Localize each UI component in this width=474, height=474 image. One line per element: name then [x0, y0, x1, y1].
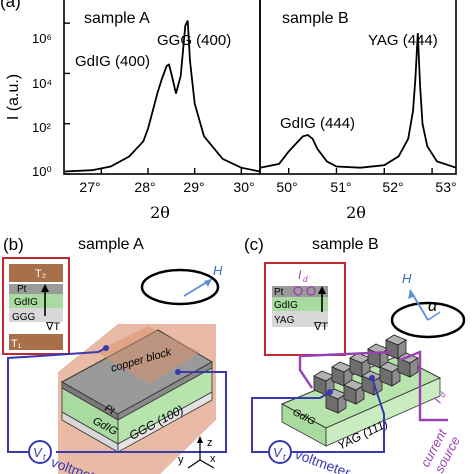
voltmeter-wire-b: [7, 347, 107, 453]
inset-label-gdig-c: GdIG: [274, 300, 298, 311]
panel-a: (a) I (a.u.) 10⁶ 10⁴ 10² 10⁰ sample A Gd…: [0, 0, 457, 222]
voltmeter-symbol: V: [33, 445, 43, 460]
field-arrowhead-b: [204, 279, 212, 287]
inset-current-sub: d: [303, 275, 308, 284]
inset-layer-ggg: [9, 308, 63, 322]
x-tick-label: 51°: [330, 179, 351, 195]
inset-layer-t1: [9, 334, 63, 350]
inset-label-ggg: GGG: [12, 312, 36, 323]
voltmeter-subscript-c: t: [283, 452, 286, 462]
axis-z-head: [197, 436, 203, 443]
inset-label-gdig: GdIG: [14, 297, 38, 308]
current-wire-2: [298, 350, 393, 389]
x-tick-label: 53°: [435, 179, 456, 195]
xrd-curve-sample-a: [63, 20, 261, 173]
panel-a-label: (a): [0, 0, 21, 11]
current-wire: [399, 350, 448, 422]
field-arrowhead-c: [408, 290, 415, 299]
peak-label-ggg-400: GGG (400): [157, 32, 231, 49]
x-axis-label-left: 2θ: [150, 203, 170, 222]
x-tick-label: 30°: [233, 179, 254, 195]
current-sub: d: [438, 390, 448, 399]
y-tick-label: 10⁴: [32, 76, 52, 91]
contact-dot: [369, 375, 375, 381]
inset-layer-gdig-c: [272, 297, 328, 311]
voltmeter-wire-b2: [56, 371, 227, 453]
electrode-block-face: [385, 334, 407, 346]
voltmeter-symbol-c: V: [273, 445, 283, 460]
peak-label-gdig-400: GdIG (400): [75, 53, 150, 70]
ticks-right: [287, 168, 433, 174]
voltmeter-subscript: t: [43, 452, 46, 462]
peak-label-gdig-444: GdIG (444): [280, 115, 355, 132]
inset-layer-pt-c: [272, 286, 328, 297]
x-tick-label: 28°: [134, 179, 155, 195]
x-axis-label-right: 2θ: [346, 203, 366, 222]
inset-label-pt-c: Pt: [274, 287, 284, 298]
inset-label-yag-c: YAG: [274, 315, 295, 326]
panel-b-title: sample A: [78, 236, 144, 253]
plot-frame-right: [259, 0, 457, 175]
gradient-arrowhead: [41, 284, 49, 292]
panel-c-title: sample B: [312, 236, 379, 253]
inset-layer-gdig: [9, 294, 63, 308]
contact-dot: [175, 369, 181, 375]
y-tick-label: 10²: [32, 120, 51, 135]
field-ring-b: [140, 268, 220, 306]
gradient-arrowhead-c: [318, 286, 326, 294]
x-tick-label: 52°: [382, 179, 403, 195]
copper-block-overlay: [96, 326, 200, 384]
panel-c: (c) sample B I d Pt GdIG YAG ∇T H α GdIG…: [244, 235, 466, 474]
axis-label-z: z: [207, 437, 213, 449]
inset-layer-t2: [9, 264, 63, 282]
panel-b: (b) sample A T₂ Pt GdIG GGG T₁ ∇T H: [2, 235, 227, 474]
panel-c-label: (c): [244, 235, 264, 254]
contact-dot: [327, 389, 333, 395]
inset-gradient-label-c: ∇T: [313, 321, 328, 333]
angle-label: α: [428, 298, 438, 315]
inset-label-t1: T₁: [11, 338, 22, 350]
axis-x: [199, 459, 215, 469]
reference-line-c: [427, 311, 441, 321]
x-tick-label: 27°: [79, 179, 100, 195]
axis-y: [187, 459, 201, 469]
ticks-left: [64, 22, 243, 175]
device-side-ggg: [117, 391, 213, 453]
inset-label-t2: T₂: [35, 268, 46, 280]
panel-b-label: (b): [3, 235, 24, 254]
voltmeter-c: [268, 440, 292, 464]
inset-layer-yag-c: [272, 311, 328, 327]
inset-label-pt: Pt: [17, 284, 27, 295]
field-label-b: H: [213, 263, 223, 278]
inset-layer-pt: [9, 284, 63, 294]
y-tick-label: 10⁰: [32, 164, 52, 179]
current-in-icon: [306, 286, 316, 296]
voltmeter-b: [28, 440, 52, 464]
y-axis-label: I (a.u.): [5, 74, 22, 120]
x-tick-label: 50°: [276, 179, 297, 195]
peak-label-yag-444: YAG (444): [368, 32, 438, 49]
field-ring-c: [390, 301, 466, 339]
xrd-curve-sample-b: [259, 33, 457, 169]
current-label: I: [430, 395, 444, 405]
x-tick-label: 29°: [183, 179, 204, 195]
current-out-icon: [293, 286, 303, 296]
axis-label-x: x: [210, 453, 216, 465]
contact-dot: [103, 345, 109, 351]
voltmeter-wire-c: [251, 391, 331, 453]
sample-b-label: sample B: [282, 10, 349, 27]
y-tick-label: 10⁶: [32, 31, 52, 46]
inset-gradient-label: ∇T: [45, 321, 60, 333]
inset-current-label: I: [298, 268, 302, 282]
sample-a-label: sample A: [84, 10, 150, 27]
field-label-c: H: [402, 271, 412, 286]
voltmeter-wire-c2: [292, 377, 385, 453]
axis-label-y: y: [178, 454, 184, 466]
